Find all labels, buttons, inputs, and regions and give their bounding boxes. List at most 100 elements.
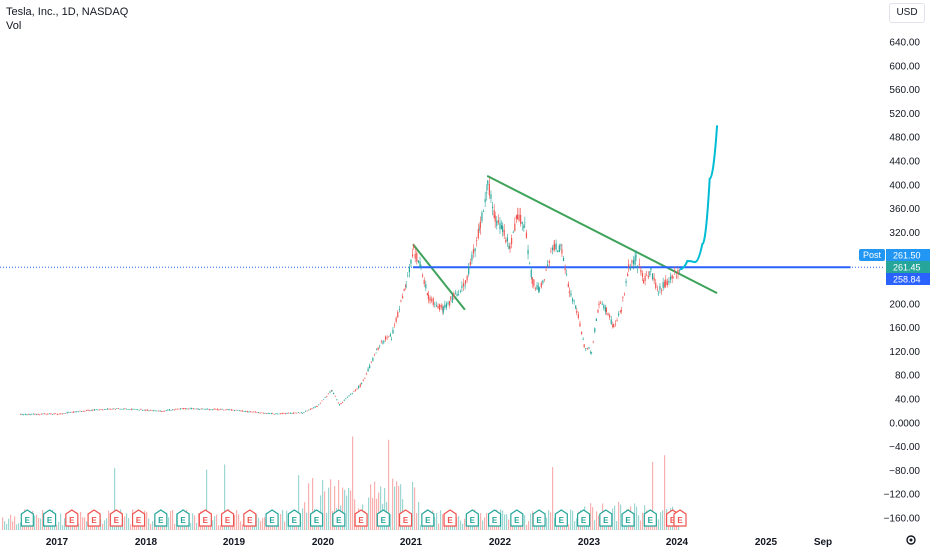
earnings-badge[interactable] <box>20 509 34 527</box>
price-tick-label: 520.00 <box>889 109 920 120</box>
earnings-badge[interactable] <box>621 509 635 527</box>
candle-body <box>237 410 239 411</box>
trendline[interactable] <box>486 174 718 294</box>
earnings-badge[interactable] <box>109 509 123 527</box>
candle-body <box>464 280 467 284</box>
earnings-badge[interactable] <box>87 509 101 527</box>
earnings-badge[interactable] <box>220 509 235 527</box>
earnings-badge[interactable] <box>42 509 57 527</box>
earnings-marker[interactable]: E <box>332 509 346 527</box>
candle-body <box>359 384 361 387</box>
earnings-marker[interactable]: E <box>176 509 190 527</box>
earnings-badge[interactable] <box>176 509 190 527</box>
earnings-marker[interactable]: E <box>576 509 591 527</box>
candle-body <box>427 294 430 300</box>
earnings-marker[interactable]: E <box>42 509 57 527</box>
earnings-badge[interactable] <box>599 509 613 527</box>
earnings-marker[interactable]: E <box>376 509 390 527</box>
earnings-marker[interactable]: E <box>532 509 546 527</box>
earnings-badge[interactable] <box>131 509 146 527</box>
earnings-marker[interactable]: E <box>220 509 235 527</box>
earnings-badge[interactable] <box>354 509 368 527</box>
earnings-marker[interactable]: E <box>287 509 301 527</box>
earnings-marker[interactable]: E <box>87 509 101 527</box>
price-tag-value: 261.50 <box>893 251 921 261</box>
symbol-title[interactable]: Tesla, Inc., 1D, NASDAQ <box>6 6 129 18</box>
candle-body <box>592 341 594 343</box>
volume-bar <box>594 520 596 530</box>
volume-bar <box>384 487 386 530</box>
earnings-marker[interactable]: E <box>243 509 257 527</box>
earnings-badge[interactable] <box>65 509 79 527</box>
earnings-badge[interactable] <box>309 509 324 527</box>
earnings-marker[interactable]: E <box>65 509 79 527</box>
earnings-badge[interactable] <box>243 509 257 527</box>
earnings-badge[interactable] <box>576 509 591 527</box>
earnings-badge[interactable] <box>154 509 168 527</box>
earnings-marker[interactable]: E <box>443 509 457 527</box>
time-axis[interactable]: 2017 2018 2019 2020 2021 2022 2023 2024 2025 Sep <box>46 537 832 548</box>
earnings-marker[interactable]: E <box>487 509 502 527</box>
time-tick-label: 2021 <box>400 537 423 548</box>
candle-body <box>143 409 145 411</box>
trendline[interactable] <box>412 243 466 311</box>
earnings-letter: E <box>514 516 520 525</box>
candle-body <box>586 347 588 349</box>
earnings-badge[interactable] <box>510 509 524 527</box>
earnings-marker[interactable]: E <box>465 509 479 527</box>
earnings-badge[interactable] <box>287 509 301 527</box>
price-tick-label: 360.00 <box>889 204 920 215</box>
earnings-badge[interactable] <box>673 509 687 527</box>
candle-body <box>84 410 86 412</box>
earnings-marker[interactable]: E <box>265 509 279 527</box>
candle-body <box>647 275 649 278</box>
earnings-marker[interactable]: E <box>354 509 368 527</box>
currency-button[interactable]: USD <box>889 3 925 23</box>
candle-body <box>338 404 341 406</box>
earnings-badge[interactable] <box>532 509 546 527</box>
earnings-badge[interactable] <box>643 509 657 527</box>
candle-body <box>39 414 41 416</box>
earnings-marker[interactable]: E <box>398 509 413 527</box>
earnings-badge[interactable] <box>398 509 413 527</box>
candle-body <box>203 408 206 410</box>
earnings-marker[interactable]: E <box>131 509 146 527</box>
candle-body <box>94 409 96 411</box>
candle-body <box>300 412 303 413</box>
candle-body <box>170 409 172 411</box>
earnings-badge[interactable] <box>332 509 346 527</box>
gear-icon[interactable] <box>904 533 918 547</box>
earnings-marker[interactable]: E <box>621 509 635 527</box>
earnings-marker[interactable]: E <box>198 509 212 527</box>
earnings-badge[interactable] <box>465 509 479 527</box>
earnings-marker[interactable]: E <box>109 509 123 527</box>
earnings-marker[interactable]: E <box>20 509 34 527</box>
earnings-marker[interactable]: E <box>599 509 613 527</box>
earnings-badge[interactable] <box>487 509 502 527</box>
earnings-marker[interactable]: E <box>554 509 568 527</box>
earnings-marker[interactable]: E <box>421 509 435 527</box>
candle-body <box>540 282 542 288</box>
earnings-badge[interactable] <box>554 509 568 527</box>
volume-label[interactable]: Vol <box>6 20 22 32</box>
earnings-badge[interactable] <box>198 509 212 527</box>
earnings-marker[interactable]: E <box>309 509 324 527</box>
earnings-marker[interactable]: E <box>510 509 524 527</box>
earnings-marker[interactable]: E <box>154 509 168 527</box>
earnings-marker[interactable]: E <box>643 509 657 527</box>
earnings-marker[interactable]: E <box>673 509 687 527</box>
trendlines[interactable] <box>0 174 885 311</box>
candle-body <box>538 286 540 292</box>
earnings-badge[interactable] <box>376 509 390 527</box>
volume-bar <box>20 522 22 530</box>
earnings-badge[interactable] <box>421 509 435 527</box>
candle-body <box>479 221 481 228</box>
earnings-badge[interactable] <box>443 509 457 527</box>
candle-body <box>514 223 516 231</box>
earnings-badge[interactable] <box>265 509 279 527</box>
candle-body <box>564 268 566 271</box>
volume-bar <box>574 521 576 530</box>
